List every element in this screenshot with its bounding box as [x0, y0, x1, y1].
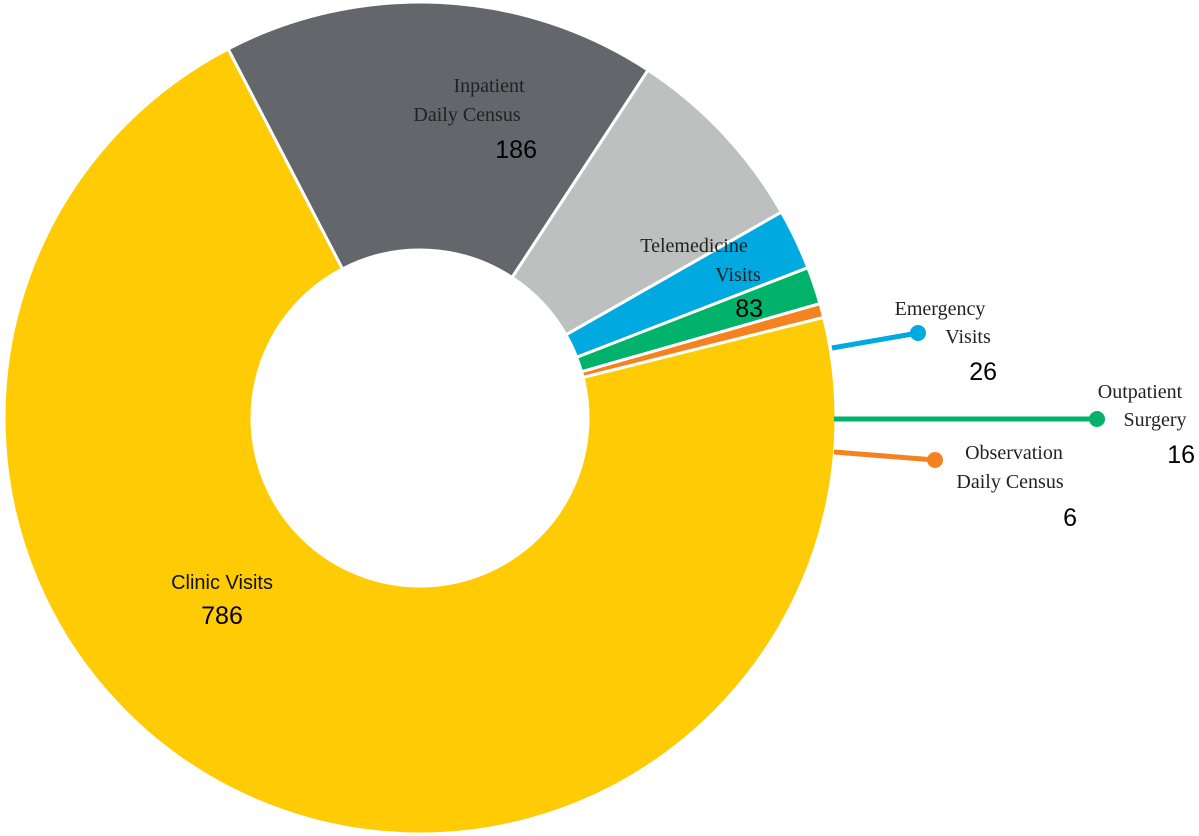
slice-clinic-visits [2, 46, 838, 836]
value-label-clinic-visits: 786 [201, 602, 243, 630]
category-label-inpatient-daily-census-line-2: Daily Census [413, 104, 520, 126]
category-label-inpatient-daily-census-line-1: Inpatient [453, 75, 525, 97]
leader-lines [831, 325, 1105, 468]
value-label-observation-daily-census: 6 [1063, 504, 1077, 532]
category-label-telemedicine-visits-line-2: Visits [715, 264, 761, 286]
leader-line-emergency-visits [831, 330, 919, 351]
value-label-emergency-visits: 26 [969, 358, 997, 386]
slice-observation-daily-census [579, 301, 826, 380]
category-label-outpatient-surgery-line-1: Outpatient [1098, 381, 1183, 403]
slice-inpatient-daily-census [226, 0, 651, 280]
value-label-inpatient-daily-census: 186 [495, 136, 537, 164]
leader-dot-emergency-visits [910, 325, 926, 341]
value-label-telemedicine-visits: 83 [735, 295, 763, 323]
category-label-emergency-visits-line-2: Visits [945, 326, 991, 348]
value-label-outpatient-surgery: 16 [1167, 441, 1195, 469]
category-label-emergency-visits-line-1: Emergency [895, 298, 986, 320]
leader-dot-observation-daily-census [927, 452, 943, 468]
donut-slices [2, 0, 838, 836]
data-labels: Clinic Visits 786 Inpatient Daily Census 186… [171, 75, 1195, 630]
leader-line-observation-daily-census [833, 449, 936, 463]
category-label-telemedicine-visits-line-1: Telemedicine [640, 235, 748, 257]
category-label-observation-daily-census-line-1: Observation [965, 442, 1063, 464]
category-label-outpatient-surgery-line-2: Surgery [1124, 409, 1187, 431]
category-label-observation-daily-census-line-2: Daily Census [956, 471, 1063, 493]
leader-dot-outpatient-surgery [1089, 411, 1105, 427]
category-label-clinic-visits-line-1: Clinic Visits [171, 572, 273, 594]
